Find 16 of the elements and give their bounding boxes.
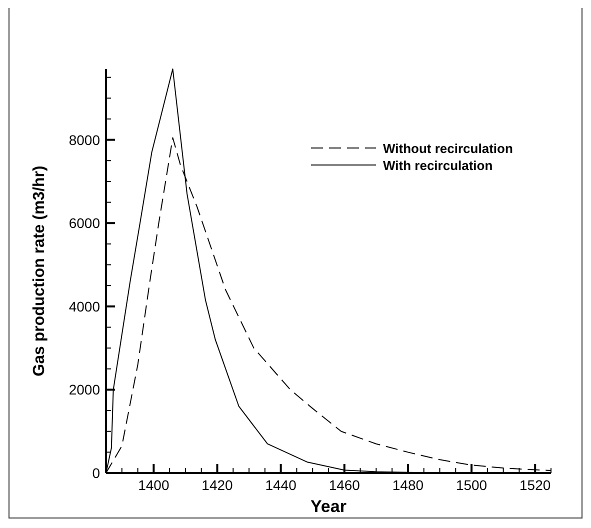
y-tick-label: 6000 bbox=[68, 215, 100, 232]
y-tick-label: 2000 bbox=[68, 382, 100, 398]
x-tick-label: 1520 bbox=[520, 477, 551, 493]
y-tick-label: 8000 bbox=[68, 132, 100, 148]
x-tick-label: 1500 bbox=[456, 477, 488, 493]
x-tick-label: 1400 bbox=[138, 477, 170, 493]
x-axis-title: Year bbox=[310, 497, 347, 516]
y-tick-label: 4000 bbox=[68, 298, 100, 314]
legend-label: Without recirculation bbox=[383, 141, 513, 156]
x-tick-label: 1460 bbox=[328, 477, 360, 493]
legend-label: With recirculation bbox=[383, 158, 493, 173]
x-tick-label: 1440 bbox=[265, 477, 297, 493]
x-tick-label: 1420 bbox=[202, 477, 234, 493]
x-tick-label: 1480 bbox=[392, 477, 424, 493]
y-tick-label: 0 bbox=[92, 465, 100, 481]
y-axis-title: Gas production rate (m3/hr) bbox=[31, 166, 48, 376]
